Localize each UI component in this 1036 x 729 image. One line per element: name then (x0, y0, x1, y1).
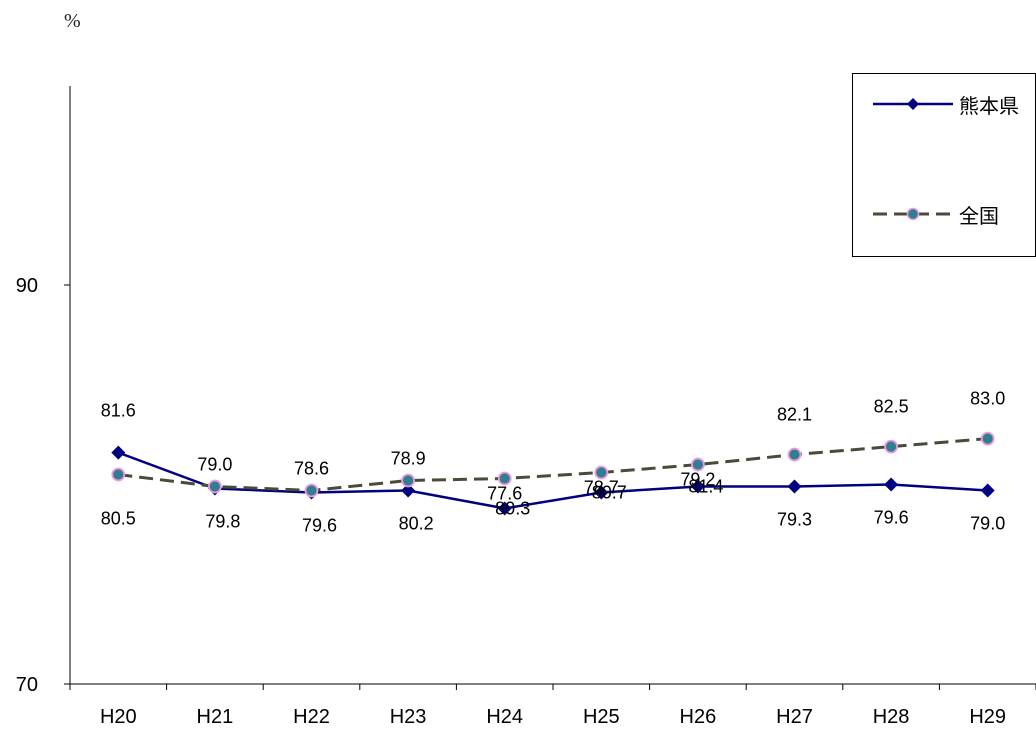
marker-s1-H23 (401, 473, 416, 488)
data-label-s0-H23: 80.2 (399, 513, 434, 533)
y-tick-label-90: 90 (16, 275, 38, 297)
data-label-s1-H28: 82.5 (874, 397, 909, 417)
data-label-s0-H28: 79.6 (874, 508, 909, 528)
marker-s0-H26 (690, 479, 705, 494)
y-unit-label: % (64, 10, 81, 32)
data-label-s1-H26: 79.2 (680, 470, 715, 490)
x-tick-label-H29: H29 (969, 706, 1006, 728)
marker-s0-H28 (884, 477, 899, 492)
marker-s0-H20 (111, 445, 126, 460)
data-label-s0-H27: 79.3 (777, 509, 812, 529)
marker-s1-H28 (884, 439, 898, 454)
marker-s1-H26 (691, 457, 705, 472)
data-label-s0-H29: 79.0 (970, 513, 1005, 533)
legend-label-national: 全国 (959, 203, 999, 228)
x-tick-label-H22: H22 (293, 706, 330, 728)
marker-s0-H23 (401, 483, 416, 498)
x-tick-label-H23: H23 (390, 706, 427, 728)
data-label-s1-H25: 78.7 (584, 478, 619, 498)
marker-s1-H22 (304, 483, 319, 498)
data-label-s0-H22: 79.6 (302, 515, 337, 535)
marker-s1-H29 (980, 431, 995, 446)
x-tick-label-H27: H27 (776, 706, 813, 728)
data-label-s1-H29: 83.0 (970, 389, 1005, 409)
legend-item-kumamoto: 熊本県 (873, 89, 1019, 119)
legend-label-kumamoto: 熊本県 (959, 93, 1019, 118)
data-label-s0-H20: 81.6 (101, 401, 136, 421)
marker-s0-H24 (497, 501, 512, 516)
data-label-s0-H25: 80.7 (592, 482, 627, 502)
legend-item-national: 全国 (873, 199, 999, 229)
marker-s0-H29 (980, 483, 995, 498)
x-tick-label-H20: H20 (100, 706, 137, 728)
marker-s1-H24 (497, 471, 512, 486)
data-label-s0-H21: 79.8 (205, 511, 240, 531)
legend-swatch-national (873, 207, 953, 221)
x-tick-label-H25: H25 (583, 706, 620, 728)
series-line-0 (117, 451, 988, 510)
data-label-s1-H23: 78.9 (391, 449, 426, 469)
data-label-s0-H24: 80.3 (495, 498, 530, 518)
marker-s1-H21 (207, 479, 222, 494)
data-label-s0-H26: 81.4 (688, 476, 723, 496)
legend-swatch-kumamoto (873, 98, 953, 110)
data-label-s1-H22: 78.6 (294, 458, 329, 478)
y-tick-label-70: 70 (16, 674, 38, 696)
marker-s1-H27 (787, 447, 802, 462)
marker-s1-H20 (111, 467, 126, 482)
x-tick-label-H26: H26 (680, 706, 717, 728)
data-label-s1-H21: 79.0 (197, 454, 232, 474)
marker-s0-H27 (787, 479, 802, 494)
x-tick-label-H28: H28 (873, 706, 910, 728)
data-label-s1-H20: 80.5 (101, 509, 136, 529)
data-label-s1-H27: 82.1 (777, 405, 812, 425)
x-tick-label-H24: H24 (486, 706, 523, 728)
data-label-s1-H24: 77.6 (487, 484, 522, 504)
x-tick-label-H21: H21 (197, 706, 234, 728)
series-line-1 (118, 437, 988, 493)
marker-s1-H25 (594, 465, 609, 480)
marker-s0-H25 (594, 485, 609, 500)
legend: 熊本県 全国 (852, 73, 1036, 257)
